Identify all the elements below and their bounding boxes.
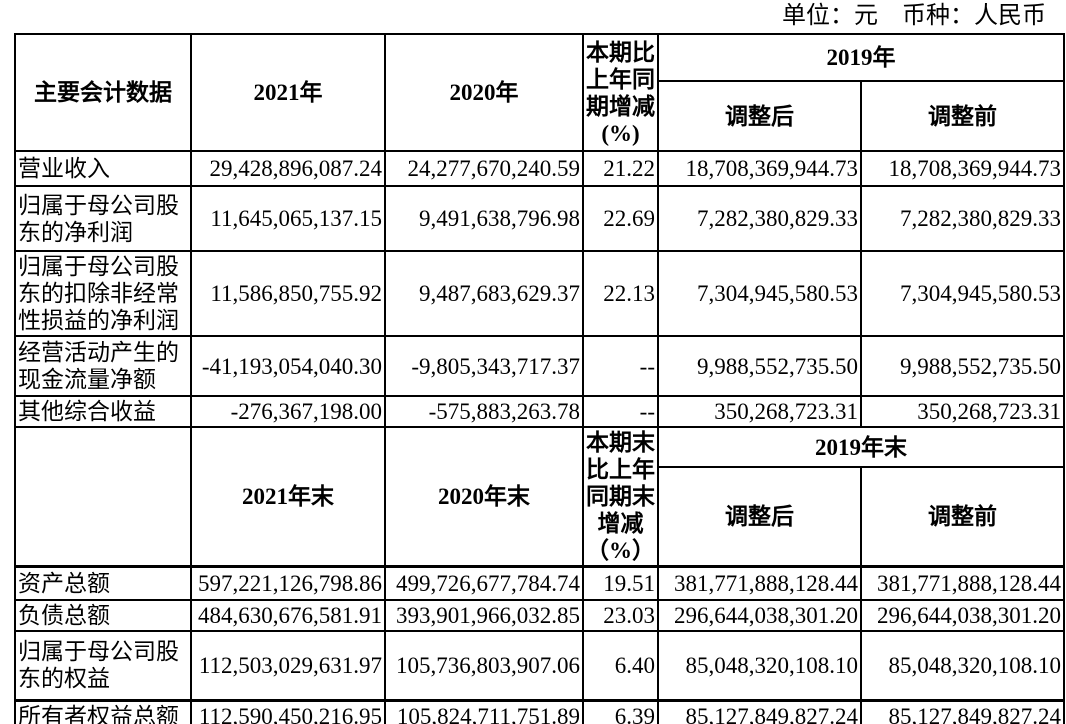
header-2021-end: 2021年末 (190, 426, 386, 568)
value-2019-adjusted: 296,644,038,301.20 (657, 598, 862, 632)
table-row: 资产总额 597,221,126,798.86 499,726,677,784.… (14, 565, 1065, 601)
header-2019-end-before: 调整前 (860, 466, 1065, 568)
header-2019-before: 调整前 (860, 80, 1065, 152)
row-label: 资产总额 (14, 565, 192, 601)
header-main-metrics: 主要会计数据 (14, 33, 192, 152)
value-change: 6.40 (582, 629, 659, 702)
table-row: 归属于母公司股东的权益 112,503,029,631.97 105,736,8… (14, 629, 1065, 702)
value-2021: 29,428,896,087.24 (190, 150, 386, 187)
header-2019-end-adjusted: 调整后 (657, 466, 862, 568)
value-2019-adjusted: 85,127,849,827.24 (657, 699, 862, 724)
table-row: 归属于母公司股东的扣除非经常性损益的净利润 11,586,850,755.92 … (14, 250, 1065, 337)
value-2020: -9,805,343,717.37 (384, 335, 584, 397)
value-2020: 9,491,638,796.98 (384, 185, 584, 252)
row-label: 经营活动产生的现金流量净额 (14, 335, 192, 397)
value-change: -- (582, 395, 659, 428)
value-2019-adjusted: 350,268,723.31 (657, 395, 862, 428)
row-label: 负债总额 (14, 598, 192, 632)
header-blank (14, 426, 192, 568)
value-2019-adjusted: 7,282,380,829.33 (657, 185, 862, 252)
value-change: 22.69 (582, 185, 659, 252)
header-2019-adjusted: 调整后 (657, 80, 862, 152)
value-2021: 11,586,850,755.92 (190, 250, 386, 337)
value-2020: 9,487,683,629.37 (384, 250, 584, 337)
value-2019-adjusted: 7,304,945,580.53 (657, 250, 862, 337)
value-2020: -575,883,263.78 (384, 395, 584, 428)
header-2021: 2021年 (190, 33, 386, 152)
value-2019-adjusted: 85,048,320,108.10 (657, 629, 862, 702)
key-accounting-data-table: 主要会计数据 2021年 2020年 本期比 上年同 期增减 (%) 2019年… (14, 33, 1065, 724)
value-2020: 499,726,677,784.74 (384, 565, 584, 601)
value-change: 21.22 (582, 150, 659, 187)
value-2019-adjusted: 9,988,552,735.50 (657, 335, 862, 397)
value-2021: 11,645,065,137.15 (190, 185, 386, 252)
value-2019-adjusted: 381,771,888,128.44 (657, 565, 862, 601)
header-2020-end: 2020年末 (384, 426, 584, 568)
header-2019-end-group: 2019年末 (657, 425, 1065, 469)
value-change: 6.39 (582, 699, 659, 724)
value-2019-before: 85,127,849,827.24 (860, 699, 1065, 724)
value-2019-before: 85,048,320,108.10 (860, 629, 1065, 702)
value-2019-before: 9,988,552,735.50 (860, 335, 1065, 397)
value-2019-before: 7,282,380,829.33 (860, 185, 1065, 252)
unit-currency-label: 单位：元 币种：人民币 (782, 3, 1046, 29)
value-2019-before: 381,771,888,128.44 (860, 565, 1065, 601)
value-2021: -41,193,054,040.30 (190, 335, 386, 397)
value-change: 22.13 (582, 250, 659, 337)
row-label: 其他综合收益 (14, 395, 192, 428)
value-2020: 105,736,803,907.06 (384, 629, 584, 702)
table-row: 经营活动产生的现金流量净额 -41,193,054,040.30 -9,805,… (14, 335, 1065, 397)
value-change: 19.51 (582, 565, 659, 601)
table-row: 负债总额 484,630,676,581.91 393,901,966,032.… (14, 598, 1065, 632)
header-2019-group: 2019年 (657, 33, 1065, 82)
value-2020: 24,277,670,240.59 (384, 150, 584, 187)
table-row: 营业收入 29,428,896,087.24 24,277,670,240.59… (14, 150, 1065, 187)
table-row: 归属于母公司股东的净利润 11,645,065,137.15 9,491,638… (14, 185, 1065, 252)
value-2019-before: 18,708,369,944.73 (860, 150, 1065, 187)
value-2019-adjusted: 18,708,369,944.73 (657, 150, 862, 187)
value-2021: 597,221,126,798.86 (190, 565, 386, 601)
value-change: 23.03 (582, 598, 659, 632)
value-change: -- (582, 335, 659, 397)
value-2021: -276,367,198.00 (190, 395, 386, 428)
value-2020: 393,901,966,032.85 (384, 598, 584, 632)
table-row: 所有者权益总额 112,590,450,216.95 105,824,711,7… (14, 699, 1065, 724)
row-label: 营业收入 (14, 150, 192, 187)
table-row: 其他综合收益 -276,367,198.00 -575,883,263.78 -… (14, 395, 1065, 428)
header-change-pct: 本期比 上年同 期增减 (%) (582, 33, 659, 152)
value-2021: 112,590,450,216.95 (190, 699, 386, 724)
value-2021: 484,630,676,581.91 (190, 598, 386, 632)
value-2021: 112,503,029,631.97 (190, 629, 386, 702)
row-label: 归属于母公司股东的扣除非经常性损益的净利润 (14, 250, 192, 337)
value-2019-before: 350,268,723.31 (860, 395, 1065, 428)
row-label: 所有者权益总额 (14, 699, 192, 724)
value-2019-before: 7,304,945,580.53 (860, 250, 1065, 337)
value-2019-before: 296,644,038,301.20 (860, 598, 1065, 632)
value-2020: 105,824,711,751.89 (384, 699, 584, 724)
header-end-change-pct: 本期末 比上年 同期末 增减 （%） (582, 426, 659, 568)
row-label: 归属于母公司股东的净利润 (14, 185, 192, 252)
row-label: 归属于母公司股东的权益 (14, 629, 192, 702)
header-2020: 2020年 (384, 33, 584, 152)
